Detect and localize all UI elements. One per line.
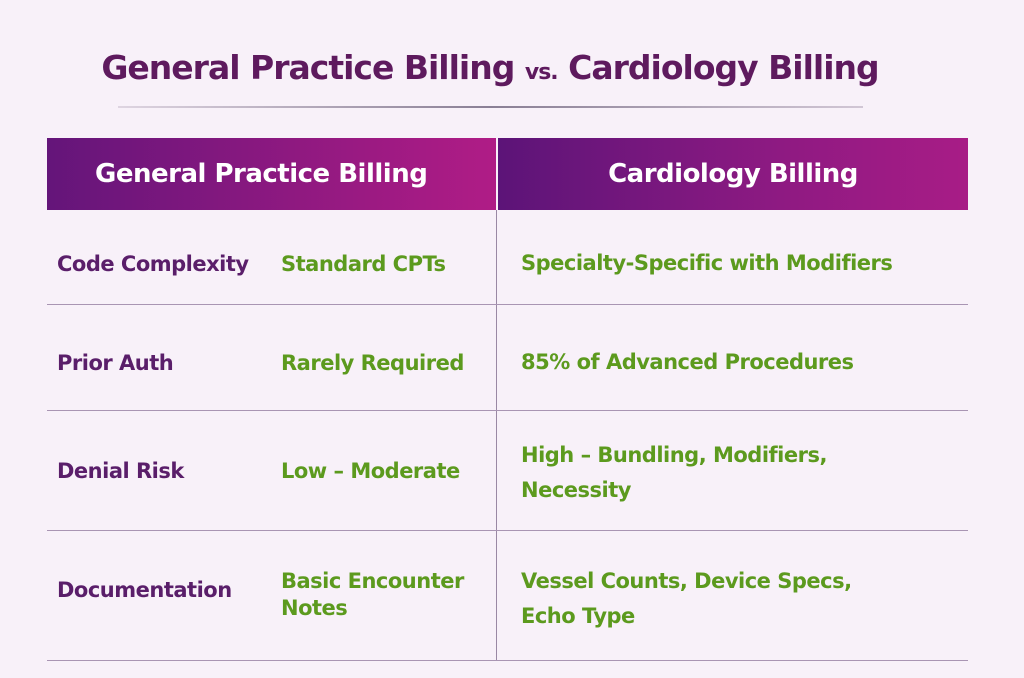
header-general: General Practice Billing (47, 138, 496, 210)
cardiology-value: Vessel Counts, Device Specs, Echo Type (521, 569, 852, 628)
general-value: Low – Moderate (281, 459, 460, 483)
general-value: Standard CPTs (281, 252, 446, 276)
title-underline (118, 106, 863, 108)
general-value: Rarely Required (281, 351, 464, 375)
row-divider (47, 660, 968, 661)
general-value: Basic Encounter Notes (281, 569, 464, 620)
title-vs: vs. (524, 60, 559, 85)
page-title: General Practice Billing vs. Cardiology … (0, 48, 980, 87)
row-divider (47, 304, 968, 305)
row-label: Prior Auth (57, 351, 174, 375)
row-label: Denial Risk (57, 459, 184, 483)
row-divider (47, 530, 968, 531)
cardiology-value: Specialty-Specific with Modifiers (521, 251, 893, 275)
cardiology-value: High – Bundling, Modifiers, Necessity (521, 443, 827, 502)
row-divider (47, 410, 968, 411)
title-left: General Practice Billing (101, 48, 515, 87)
header-cardiology: Cardiology Billing (498, 138, 968, 210)
row-label: Code Complexity (57, 252, 249, 276)
title-right: Cardiology Billing (568, 48, 879, 87)
row-label: Documentation (57, 578, 232, 602)
cardiology-value: 85% of Advanced Procedures (521, 350, 854, 374)
column-divider (496, 210, 497, 660)
